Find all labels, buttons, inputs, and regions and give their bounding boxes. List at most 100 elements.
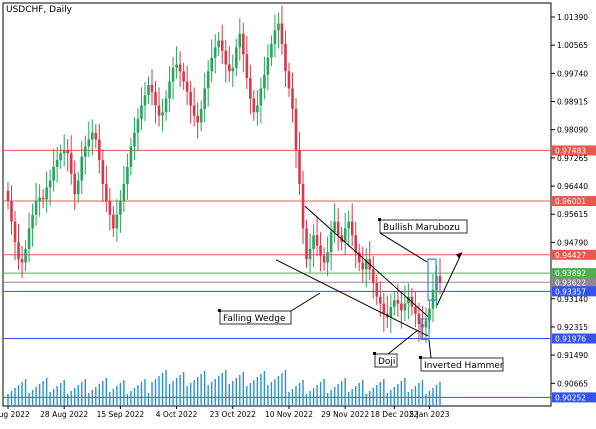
- candle-body: [27, 228, 31, 249]
- candle-body: [315, 235, 319, 246]
- falling-wedge-box: [219, 310, 292, 325]
- candle-body: [175, 64, 178, 68]
- candle-body: [424, 320, 428, 328]
- overlay-layer: Bullish Marubozu Falling Wedge Doji Inverte…: [218, 205, 504, 372]
- candle-body: [185, 81, 189, 92]
- candle-body: [108, 201, 112, 215]
- candle-body: [277, 23, 280, 31]
- y-tick-label: 0.99740: [557, 69, 588, 78]
- candle-body: [171, 67, 175, 82]
- wedge-pointer: [290, 292, 321, 312]
- candle-body: [150, 84, 154, 92]
- candle-body: [371, 269, 375, 284]
- candle-body: [249, 78, 252, 99]
- y-tick-label: 0.98915: [557, 98, 588, 107]
- level-price-box: [552, 196, 596, 207]
- x-tick-label: 4 Oct 2022: [156, 410, 198, 419]
- marubozu-highlight: [427, 258, 437, 301]
- candle-body: [382, 303, 386, 314]
- candle-body: [294, 108, 298, 150]
- level-price-label: 0.91976: [555, 335, 586, 344]
- candle-body: [393, 300, 396, 307]
- hammer-pointer: [428, 339, 432, 359]
- candle-body: [220, 40, 224, 51]
- candle-body: [147, 84, 150, 96]
- candle-body: [431, 289, 435, 309]
- candle-body: [55, 160, 59, 167]
- level-price-label: 0.97483: [555, 146, 586, 155]
- candle-body: [361, 262, 365, 270]
- wedge-anchor: [218, 309, 221, 312]
- candle-body: [112, 214, 115, 229]
- candle-body: [347, 221, 350, 229]
- candle-body: [333, 221, 336, 232]
- candle-body: [350, 221, 354, 236]
- inverted-hammer-box: [420, 357, 504, 372]
- y-tick-label: 0.96440: [557, 182, 588, 191]
- candle-body: [308, 248, 312, 260]
- candle-body: [6, 190, 10, 202]
- candle-body: [266, 57, 270, 75]
- candle-body: [210, 57, 214, 72]
- candle-body: [192, 105, 196, 116]
- candle-body: [329, 231, 333, 253]
- candle-body: [336, 221, 340, 236]
- hammer-anchor: [419, 356, 422, 359]
- candle-body: [227, 64, 231, 72]
- candle-body: [83, 146, 87, 157]
- candle-body: [213, 47, 217, 58]
- candle-body: [224, 50, 228, 65]
- candle-body: [396, 300, 400, 304]
- candle-body: [62, 149, 66, 154]
- candle-body: [206, 71, 210, 89]
- candle-body: [189, 91, 192, 106]
- y-tick-label: 1.00565: [557, 41, 588, 50]
- candle-body: [375, 283, 379, 297]
- candle-body: [364, 259, 368, 270]
- y-tick-label: 0.97265: [557, 154, 588, 163]
- level-price-label: 0.96001: [555, 197, 586, 206]
- candle-body: [403, 303, 407, 311]
- level-price-box: [552, 392, 596, 403]
- candle-body: [80, 156, 84, 181]
- candle-body: [87, 139, 91, 147]
- candle-body: [196, 115, 199, 123]
- level-price-box: [552, 277, 596, 288]
- candle-body: [326, 252, 329, 263]
- candle-body: [182, 71, 185, 82]
- candle-body: [203, 88, 206, 109]
- candle-body: [73, 173, 77, 195]
- candle-body: [41, 197, 45, 200]
- level-price-box: [552, 268, 596, 279]
- y-tick-label: 0.93140: [557, 295, 588, 304]
- level-price-box: [552, 333, 596, 344]
- marubozu-anchor: [378, 218, 381, 221]
- candle-body: [59, 153, 62, 161]
- level-price-box: [552, 286, 596, 297]
- candle-body: [126, 166, 129, 185]
- candle-body: [66, 149, 70, 154]
- candle-body: [98, 139, 101, 161]
- candle-body: [319, 245, 322, 256]
- falling-wedge-label: Falling Wedge: [223, 314, 286, 324]
- candle-body: [164, 98, 168, 113]
- candle-body: [291, 88, 294, 109]
- candle-body: [17, 242, 20, 260]
- bullish-marubozu-box: [379, 219, 468, 234]
- inverted-hammer-label: Inverted Hammer: [424, 361, 504, 371]
- wedge-lower-trendline: [275, 259, 429, 337]
- candle-body: [259, 88, 263, 106]
- candle-body: [122, 184, 126, 202]
- candle-body: [161, 112, 164, 116]
- candle-body: [143, 95, 147, 106]
- candle-body: [231, 67, 235, 72]
- candle-body: [322, 255, 326, 263]
- candle-body: [284, 43, 287, 72]
- candle-body: [428, 308, 431, 321]
- x-tick-label: 15 Sep 2022: [97, 410, 145, 419]
- candle-body: [354, 235, 358, 253]
- candle-body: [76, 180, 80, 195]
- candle-body: [287, 71, 291, 89]
